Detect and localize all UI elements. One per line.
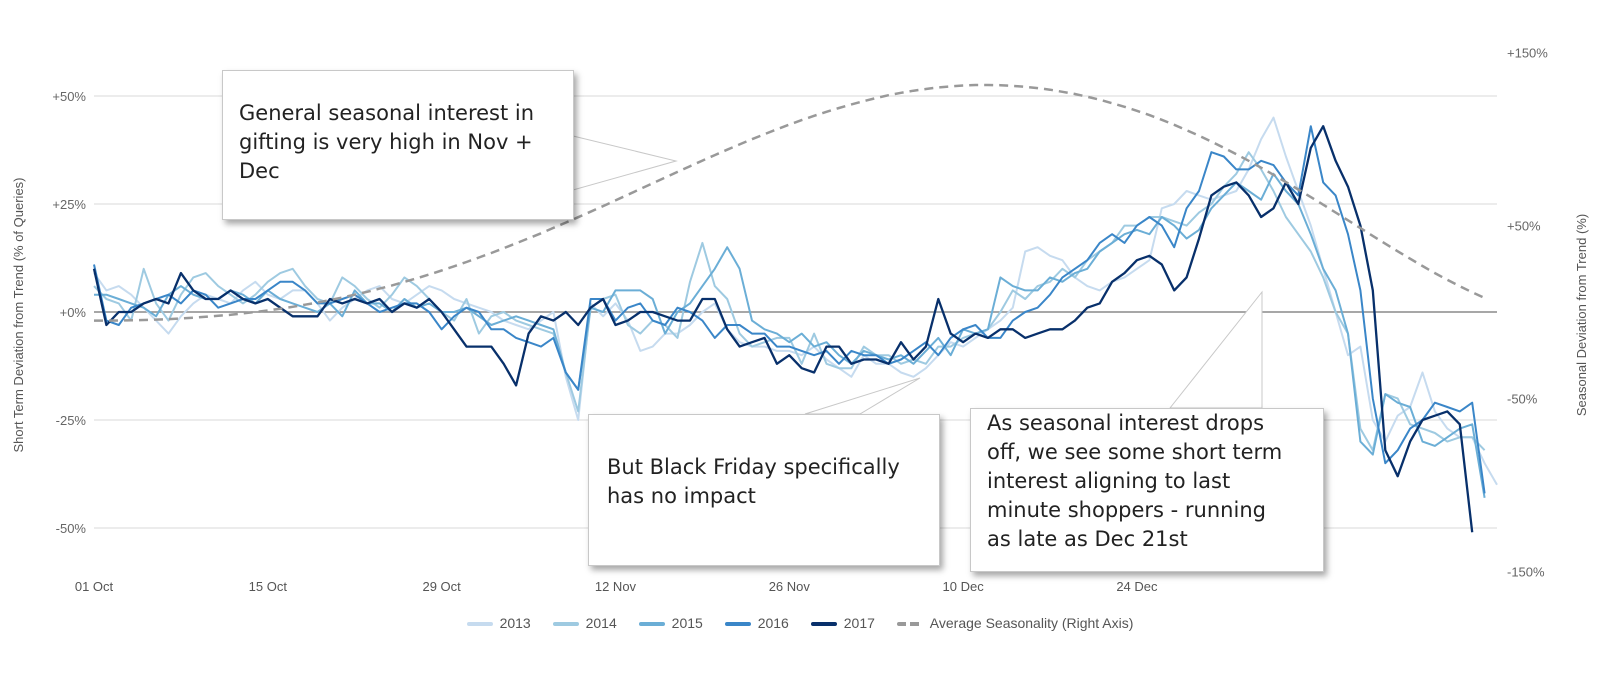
series-line-2017 [92, 125, 1474, 533]
callout-black-friday-pointer [804, 377, 921, 415]
legend-label-2013: 2013 [499, 615, 531, 631]
y-right-tick-label: -50% [1507, 392, 1538, 407]
callout-seasonal-interest: General seasonal interest in gifting is … [222, 70, 574, 220]
legend-label-2015: 2015 [671, 615, 703, 631]
y-left-tick-label: +0% [60, 305, 87, 320]
callout-seasonal-interest-text: General seasonal interest in gifting is … [239, 101, 535, 183]
callout-line-2: off, we see some short term [987, 440, 1283, 464]
y-left-tick-label: +50% [52, 89, 86, 104]
y-right-tick-label: +150% [1507, 46, 1548, 61]
chart-legend: 2013 2014 2015 2016 2017 Average Seasona… [0, 615, 1600, 631]
x-tick-label: 29 Oct [422, 579, 461, 594]
x-tick-label: 24 Dec [1116, 579, 1158, 594]
legend-swatch-2016 [724, 622, 751, 627]
legend-swatch-2015 [638, 622, 665, 627]
x-tick-label: 15 Oct [249, 579, 288, 594]
callout-last-minute-shoppers: As seasonal interest drops off, we see s… [970, 408, 1324, 572]
legend-item-average-seasonality: Average Seasonality (Right Axis) [896, 615, 1134, 631]
callout-line-1: As seasonal interest drops [987, 411, 1265, 435]
y-right-tick-label: -150% [1507, 565, 1545, 580]
legend-item-2017: 2017 [810, 615, 875, 631]
callout-last-minute-shoppers-pointer [1168, 290, 1263, 409]
x-tick-label: 12 Nov [595, 579, 637, 594]
legend-label-average-seasonality: Average Seasonality (Right Axis) [929, 615, 1134, 631]
y-right-axis-title: Seasonal Deviation from Trend (%) [1574, 214, 1589, 416]
y-left-tick-label: +25% [52, 197, 86, 212]
callout-line-3: interest aligning to last [987, 469, 1231, 493]
legend-item-2014: 2014 [552, 615, 617, 631]
legend-label-2016: 2016 [757, 615, 789, 631]
legend-item-2016: 2016 [724, 615, 789, 631]
legend-item-2015: 2015 [638, 615, 703, 631]
legend-item-2013: 2013 [466, 615, 531, 631]
legend-swatch-average-seasonality [896, 622, 923, 627]
x-tick-label: 10 Dec [943, 579, 985, 594]
y-left-tick-label: -25% [56, 413, 87, 428]
callout-black-friday-text: But Black Friday specifically has no imp… [607, 455, 900, 508]
x-tick-label: 26 Nov [769, 579, 811, 594]
legend-swatch-2017 [810, 622, 837, 627]
legend-swatch-2013 [466, 622, 493, 627]
legend-label-2017: 2017 [843, 615, 875, 631]
y-right-tick-label: +50% [1507, 219, 1541, 234]
y-left-axis-title: Short Term Deviation from Trend (% of Qu… [11, 177, 26, 452]
series-line-average-seasonality [94, 83, 1486, 322]
x-tick-label: 01 Oct [75, 579, 114, 594]
legend-label-2014: 2014 [585, 615, 617, 631]
y-left-tick-label: -50% [56, 521, 87, 536]
callout-black-friday: But Black Friday specifically has no imp… [588, 414, 940, 566]
legend-swatch-2014 [552, 622, 579, 627]
callout-line-4: minute shoppers - running [987, 498, 1266, 522]
callout-line-5: as late as Dec 21st [987, 527, 1188, 551]
callout-seasonal-interest-pointer [572, 135, 678, 191]
